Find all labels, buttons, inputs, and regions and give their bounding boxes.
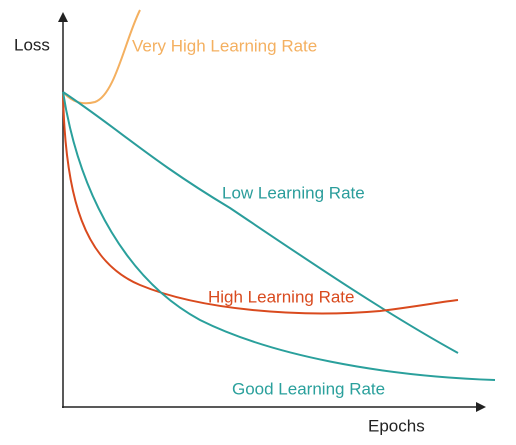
good-curve [62,91,496,381]
curve-label: Good Learning Rate [232,379,385,398]
low-curve [62,91,459,354]
x-axis-label: Epochs [368,416,425,435]
curve-label: Very High Learning Rate [132,36,317,55]
y-axis-label: Loss [14,35,50,54]
curve-label: Low Learning Rate [222,183,365,202]
high-curve [62,91,459,315]
curve-label: High Learning Rate [208,287,354,306]
very-high-curve [62,9,141,105]
